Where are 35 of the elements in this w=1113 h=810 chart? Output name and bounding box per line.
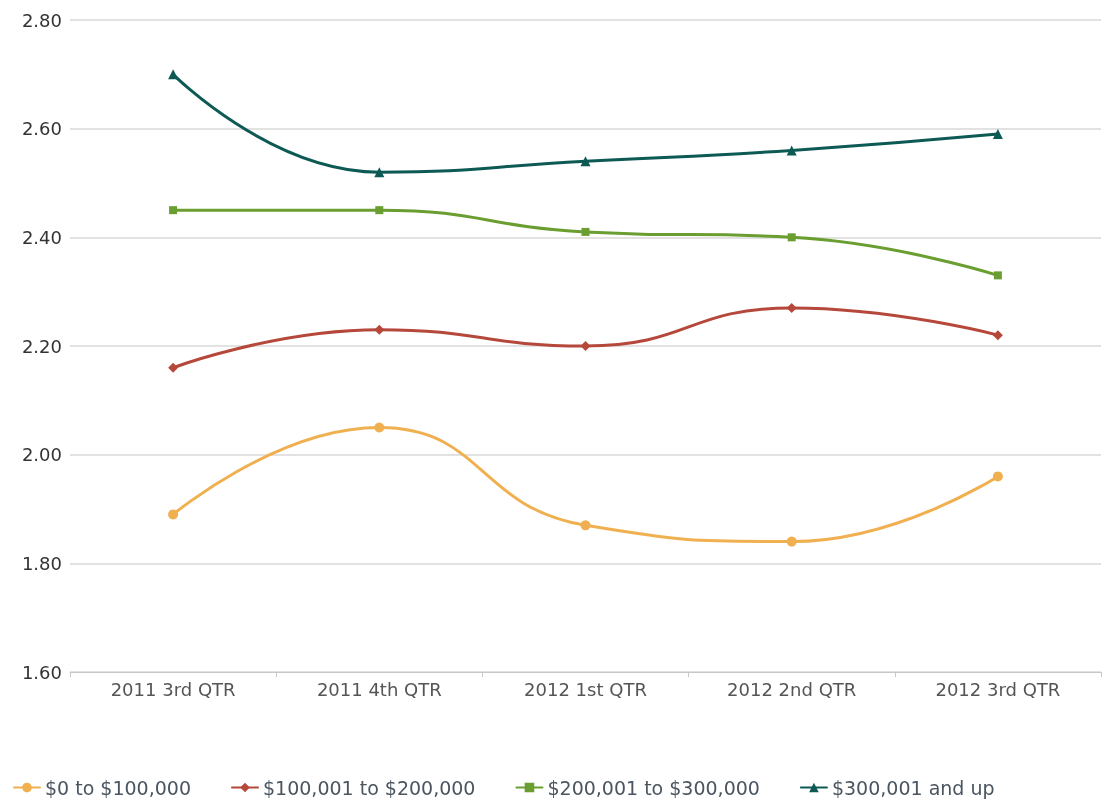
x-tick-label: 2012 1st QTR	[524, 678, 647, 700]
y-tick-label: 2.40	[21, 226, 62, 248]
point	[992, 330, 1003, 341]
x-tick-label: 2011 3rd QTR	[110, 678, 236, 700]
point	[168, 509, 179, 520]
point	[374, 324, 385, 335]
legend-label: $200,001 to $300,000	[547, 776, 760, 799]
point	[374, 422, 385, 433]
y-tick-label: 1.80	[21, 552, 62, 574]
legend-label: $300,001 and up	[831, 776, 995, 799]
y-tick-label: 2.20	[21, 335, 62, 357]
point	[787, 233, 796, 242]
x-tick-label: 2011 4th QTR	[316, 678, 442, 700]
legend-label: $0 to $100,000	[45, 776, 191, 799]
x-tick-label: 2012 2nd QTR	[727, 678, 857, 700]
point	[580, 156, 591, 167]
point	[992, 471, 1003, 482]
y-tick-label: 1.60	[21, 661, 62, 683]
point	[786, 302, 797, 313]
point	[786, 145, 797, 156]
y-tick-label: 2.80	[21, 9, 62, 31]
y-tick-label: 2.00	[21, 444, 62, 466]
point	[374, 167, 385, 178]
point	[581, 227, 590, 236]
point	[375, 206, 384, 215]
point	[786, 536, 797, 547]
x-tick-label: 2012 3rd QTR	[935, 678, 1061, 700]
point	[993, 271, 1002, 280]
y-tick-label: 2.60	[21, 118, 62, 140]
point	[992, 129, 1003, 140]
point	[580, 520, 591, 531]
legend-label: $100,001 to $200,000	[262, 776, 476, 799]
point	[168, 362, 179, 373]
point	[169, 206, 178, 215]
point	[580, 341, 591, 351]
